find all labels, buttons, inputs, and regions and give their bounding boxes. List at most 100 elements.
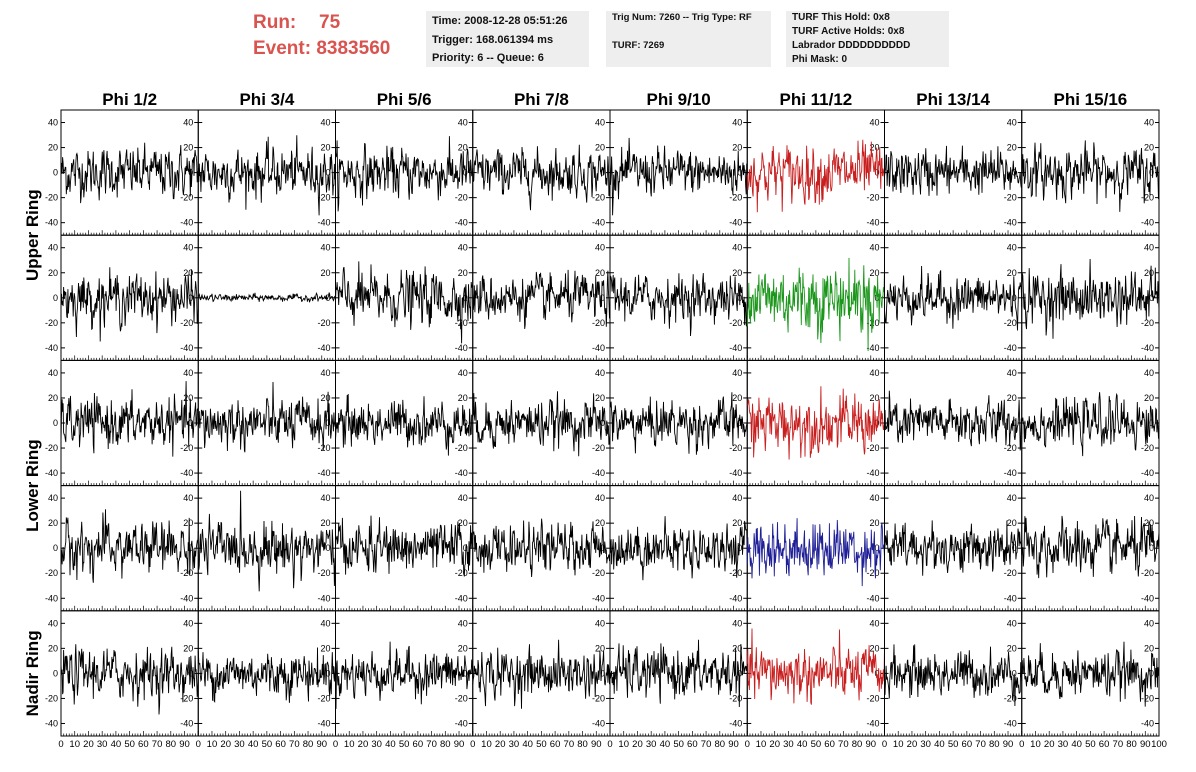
y-tick-label: -40 bbox=[1141, 468, 1154, 478]
y-tick-label: 0 bbox=[737, 168, 742, 178]
y-tick-label: 20 bbox=[48, 393, 58, 403]
x-tick-label: 70 bbox=[152, 739, 163, 750]
y-tick-label: 20 bbox=[320, 143, 330, 153]
y-tick-label: -40 bbox=[592, 593, 605, 603]
y-tick-label: -20 bbox=[45, 193, 58, 203]
waveform-trace bbox=[60, 267, 199, 342]
x-tick-label: 70 bbox=[289, 739, 300, 750]
turf-active-holds-line: TURF Active Holds: 0x8 bbox=[792, 26, 905, 37]
waveform-trace bbox=[1021, 140, 1160, 212]
x-tick-label: 90 bbox=[591, 739, 602, 750]
y-tick-label: -20 bbox=[1141, 693, 1154, 703]
waveform-trace bbox=[746, 518, 885, 587]
x-tick-label: 60 bbox=[824, 739, 835, 750]
y-tick-label: 20 bbox=[320, 518, 330, 528]
y-tick-label: 20 bbox=[869, 268, 879, 278]
y-tick-label: 20 bbox=[458, 518, 468, 528]
y-tick-label: 40 bbox=[48, 118, 58, 128]
y-tick-label: -20 bbox=[45, 318, 58, 328]
x-tick-label: 60 bbox=[1099, 739, 1110, 750]
waveform-trace bbox=[609, 273, 748, 337]
y-tick-label: 40 bbox=[48, 243, 58, 253]
column-header: Phi 13/14 bbox=[916, 90, 990, 109]
x-tick-label: 90 bbox=[316, 739, 327, 750]
y-tick-label: -40 bbox=[180, 218, 193, 228]
y-tick-label: 40 bbox=[1144, 493, 1154, 503]
x-tick-label: 80 bbox=[303, 739, 314, 750]
y-tick-label: -20 bbox=[1141, 568, 1154, 578]
y-tick-label: 0 bbox=[1149, 293, 1154, 303]
y-tick-label: -40 bbox=[729, 468, 742, 478]
y-tick-label: 20 bbox=[48, 643, 58, 653]
waveform-trace bbox=[884, 265, 1023, 331]
x-tick-label: 50 bbox=[948, 739, 959, 750]
y-tick-label: 20 bbox=[595, 143, 605, 153]
y-tick-label: -40 bbox=[592, 218, 605, 228]
x-tick-label: 90 bbox=[454, 739, 465, 750]
y-tick-label: 0 bbox=[53, 168, 58, 178]
y-tick-label: -40 bbox=[455, 593, 468, 603]
waveform-trace bbox=[610, 639, 748, 708]
y-tick-label: 0 bbox=[600, 668, 605, 678]
y-tick-label: 0 bbox=[1012, 668, 1017, 678]
y-tick-label: -20 bbox=[317, 443, 330, 453]
time-line: Time: 2008-12-28 05:51:26 bbox=[432, 15, 568, 27]
y-tick-label: -20 bbox=[455, 193, 468, 203]
waveform-trace bbox=[1021, 392, 1160, 457]
y-tick-label: 20 bbox=[595, 268, 605, 278]
x-tick-label: 100 bbox=[1151, 739, 1167, 750]
y-tick-label: 40 bbox=[595, 618, 605, 628]
waveform-trace bbox=[60, 142, 199, 204]
y-tick-label: 40 bbox=[1007, 618, 1017, 628]
y-tick-label: -20 bbox=[317, 568, 330, 578]
x-tick-label: 60 bbox=[550, 739, 561, 750]
waveform-trace bbox=[884, 520, 1023, 576]
y-tick-label: 40 bbox=[183, 118, 193, 128]
y-tick-label: 20 bbox=[320, 643, 330, 653]
y-tick-label: -20 bbox=[455, 443, 468, 453]
y-tick-label: 0 bbox=[188, 418, 193, 428]
turf-info-box: TURF This Hold: 0x8 TURF Active Holds: 0… bbox=[786, 11, 949, 67]
x-tick-label: 30 bbox=[783, 739, 794, 750]
y-tick-label: -20 bbox=[729, 568, 742, 578]
y-tick-label: -20 bbox=[180, 568, 193, 578]
y-tick-label: -40 bbox=[592, 718, 605, 728]
y-tick-label: 20 bbox=[183, 518, 193, 528]
waveform-trace bbox=[609, 137, 748, 216]
x-tick-label: 40 bbox=[111, 739, 122, 750]
y-tick-label: -40 bbox=[866, 593, 879, 603]
x-tick-label: 90 bbox=[179, 739, 190, 750]
y-tick-label: 40 bbox=[48, 493, 58, 503]
y-tick-label: -40 bbox=[592, 343, 605, 353]
y-tick-label: 40 bbox=[458, 243, 468, 253]
waveform-trace bbox=[335, 393, 474, 456]
waveform-trace bbox=[197, 381, 336, 453]
x-tick-label: 50 bbox=[399, 739, 410, 750]
waveform-trace bbox=[746, 257, 885, 352]
x-tick-label: 20 bbox=[632, 739, 643, 750]
y-tick-label: -20 bbox=[729, 318, 742, 328]
y-tick-label: -20 bbox=[180, 318, 193, 328]
y-tick-label: 0 bbox=[325, 668, 330, 678]
y-tick-label: -40 bbox=[455, 218, 468, 228]
y-tick-label: 0 bbox=[874, 543, 879, 553]
y-tick-label: -40 bbox=[592, 468, 605, 478]
y-tick-label: -20 bbox=[455, 693, 468, 703]
y-tick-label: 40 bbox=[183, 243, 193, 253]
y-tick-label: -20 bbox=[317, 693, 330, 703]
y-tick-label: 40 bbox=[1144, 618, 1154, 628]
